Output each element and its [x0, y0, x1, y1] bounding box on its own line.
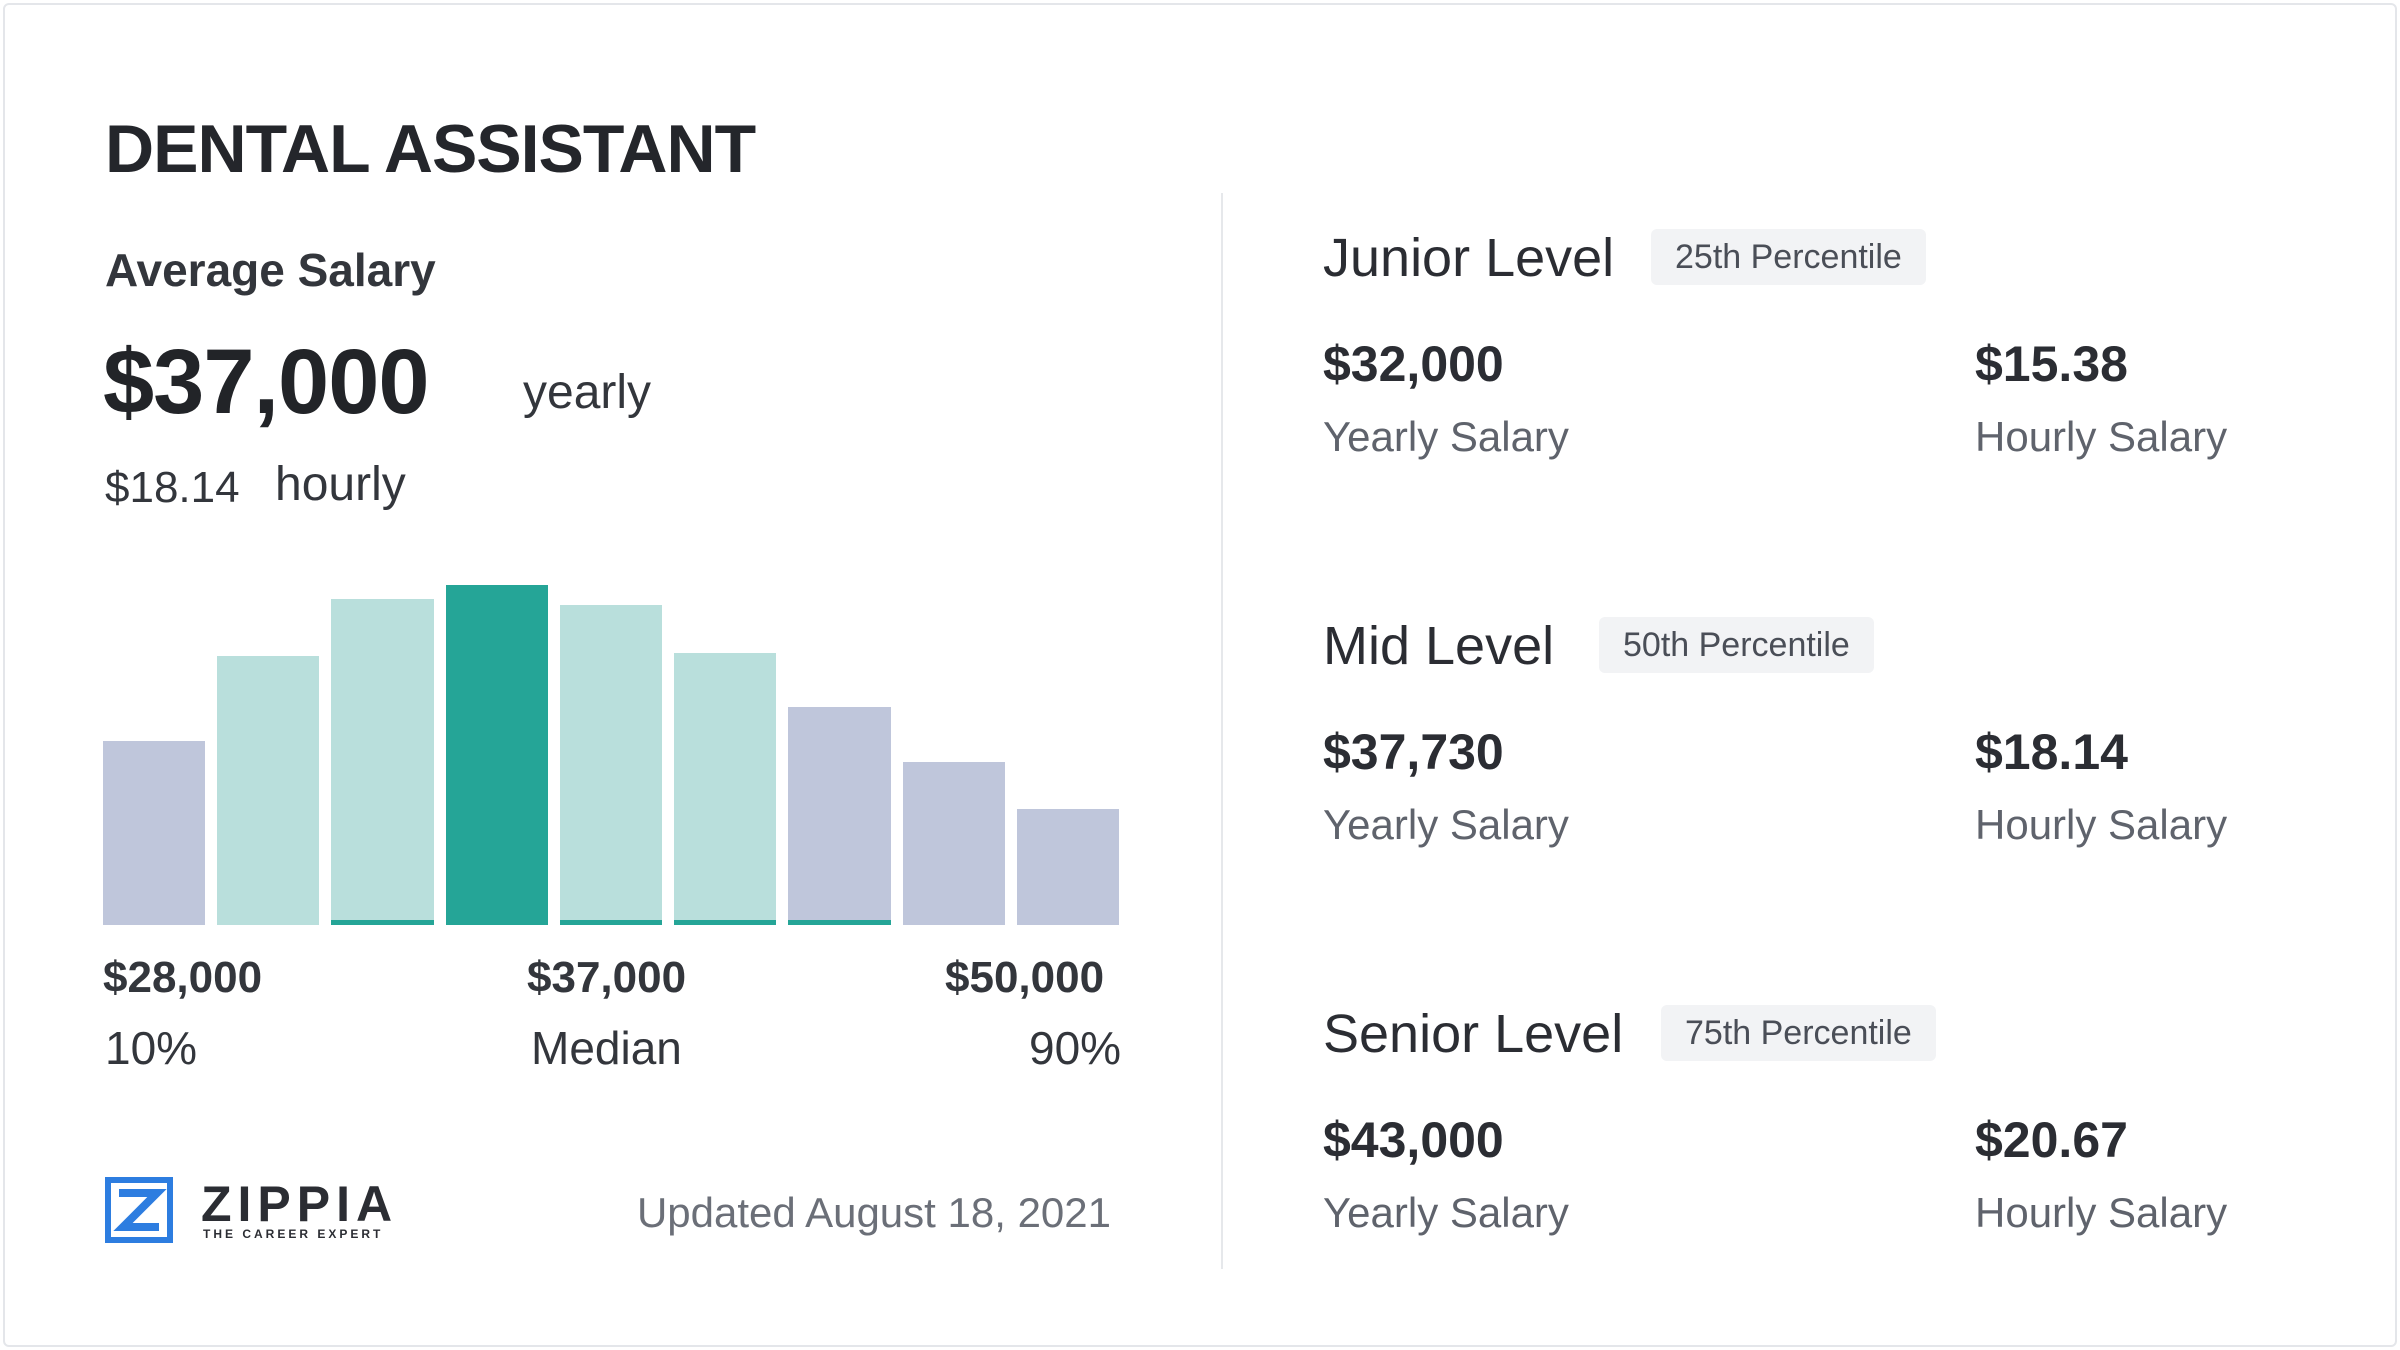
tick-label-90th: 90% — [1029, 1022, 1122, 1074]
zippia-logo[interactable]: ZIPPIA THE CAREER EXPERT — [105, 1173, 392, 1243]
average-hourly-salary: $18.14 — [105, 463, 240, 512]
percentile-badge: 75th Percentile — [1661, 1005, 1936, 1061]
percentile-badge: 50th Percentile — [1599, 617, 1874, 673]
zippia-logo-icon — [105, 1177, 173, 1243]
hourly-salary-label: Hourly Salary — [1975, 1189, 2228, 1236]
hourly-salary-value: $15.38 — [1975, 336, 2128, 392]
average-salary-label: Average Salary — [105, 244, 436, 296]
level-name: Junior Level — [1323, 228, 1615, 288]
bar-underline — [674, 920, 777, 925]
tick-label-median: Median — [531, 1022, 682, 1074]
yearly-salary-label: Yearly Salary — [1323, 413, 1569, 460]
bar-underline — [788, 920, 891, 925]
percentile-badge: 25th Percentile — [1651, 229, 1926, 285]
panel-divider — [1221, 193, 1223, 1269]
histogram-bar — [902, 761, 1005, 925]
yearly-salary-label: Yearly Salary — [1323, 801, 1569, 848]
histogram-bar — [103, 741, 206, 925]
level-name: Mid Level — [1323, 616, 1555, 676]
bar-underline — [331, 920, 434, 925]
histogram-bar — [788, 707, 891, 925]
logo-wordmark: ZIPPIA — [201, 1176, 399, 1232]
level-name: Senior Level — [1323, 1004, 1624, 1064]
page-title: DENTAL ASSISTANT — [105, 111, 756, 187]
yearly-salary-value: $32,000 — [1323, 336, 1504, 392]
hourly-salary-label: Hourly Salary — [1975, 801, 2228, 848]
tick-value-90th: $50,000 — [945, 953, 1105, 1002]
hourly-salary-value: $18.14 — [1975, 724, 2128, 780]
tick-label-10th: 10% — [105, 1022, 198, 1074]
tick-value-10th: $28,000 — [103, 953, 263, 1002]
histogram-bar — [1016, 809, 1119, 925]
level-mid: Mid Level 50th Percentile $37,730 Yearly… — [1323, 615, 2323, 915]
salary-distribution-chart — [103, 585, 1119, 925]
logo-tagline: THE CAREER EXPERT — [203, 1227, 384, 1241]
level-junior: Junior Level 25th Percentile $32,000 Yea… — [1323, 227, 2323, 527]
average-yearly-salary: $37,000 — [103, 331, 430, 433]
yearly-unit-label: yearly — [523, 366, 652, 419]
bar-underline — [559, 920, 663, 925]
histogram-bar — [217, 656, 320, 925]
salary-card: DENTAL ASSISTANT Average Salary $37,000 … — [3, 3, 2397, 1347]
yearly-salary-label: Yearly Salary — [1323, 1189, 1569, 1236]
tick-value-median: $37,000 — [527, 953, 687, 1002]
hourly-salary-label: Hourly Salary — [1975, 413, 2228, 460]
histogram-bar — [445, 585, 548, 925]
histogram-bar — [559, 605, 663, 925]
yearly-salary-value: $43,000 — [1323, 1112, 1504, 1168]
yearly-salary-value: $37,730 — [1323, 724, 1504, 780]
hourly-unit-label: hourly — [275, 458, 406, 511]
histogram-bar — [331, 598, 434, 925]
updated-date: Updated August 18, 2021 — [636, 1189, 1111, 1236]
hourly-salary-value: $20.67 — [1975, 1112, 2128, 1168]
level-senior: Senior Level 75th Percentile $43,000 Yea… — [1323, 1003, 2323, 1303]
histogram-bar — [674, 653, 777, 925]
